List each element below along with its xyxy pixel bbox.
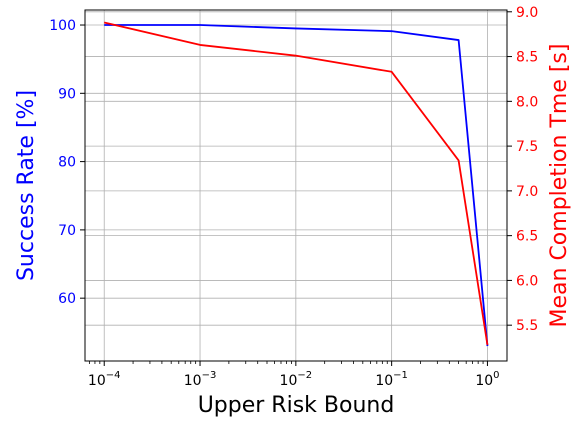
y-right-tick-label: 5.5 (516, 318, 538, 334)
y-right-tick-label: 9.0 (516, 5, 538, 21)
y-right-tick-label: 6.5 (516, 229, 538, 245)
x-axis-label: Upper Risk Bound (198, 393, 395, 418)
y-axis-left-label: Success Rate [%] (14, 90, 39, 281)
x-tick-label-exponent: −4 (106, 370, 121, 381)
x-tick-label-exponent: −3 (202, 370, 217, 381)
y-right-tick-label: 7.5 (516, 139, 538, 155)
x-tick-label-exponent: 0 (493, 370, 499, 381)
y-axis-left: 60 70 80 90 100 (49, 18, 85, 307)
y-left-tick-label: 90 (58, 86, 76, 102)
y-left-tick-label: 70 (58, 223, 76, 239)
completion-time-line (104, 21, 489, 346)
success-rate-line (104, 24, 489, 347)
y-right-tick-label: 8.5 (516, 50, 538, 66)
y-left-tick-label: 100 (49, 18, 76, 34)
y-left-tick-label: 80 (58, 155, 76, 171)
x-tick-label: 10−4 (88, 370, 121, 389)
y-right-tick-label: 7.0 (516, 184, 538, 200)
series-group (104, 21, 489, 347)
y-axis-right: 5.5 6.0 6.5 7.0 7.5 8.0 8.5 9.0 (507, 5, 538, 334)
grid (85, 10, 507, 361)
x-tick-label-exponent: −2 (297, 370, 312, 381)
x-tick-label-base: 10 (375, 373, 393, 389)
y-right-tick-label: 8.0 (516, 94, 538, 110)
y-axis-right-label: Mean Completion Tme [s] (547, 44, 572, 328)
x-tick-label: 10−1 (375, 370, 408, 389)
x-axis: 10−4 10−3 10−2 10−1 100 (88, 361, 500, 389)
y-right-tick-label: 6.0 (516, 273, 538, 289)
x-tick-label-exponent: −1 (393, 370, 408, 381)
x-tick-label: 10−3 (184, 370, 217, 389)
x-tick-label-base: 10 (88, 373, 106, 389)
x-tick-label-base: 10 (184, 373, 202, 389)
x-tick-label-base: 10 (280, 373, 298, 389)
y-left-tick-label: 60 (58, 291, 76, 307)
x-tick-label: 100 (475, 370, 499, 389)
x-tick-label: 10−2 (280, 370, 313, 389)
x-tick-label-base: 10 (475, 373, 493, 389)
